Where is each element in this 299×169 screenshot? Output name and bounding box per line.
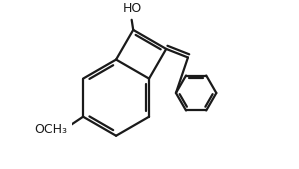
Text: HO: HO (123, 2, 142, 15)
Text: OCH₃: OCH₃ (34, 123, 67, 136)
